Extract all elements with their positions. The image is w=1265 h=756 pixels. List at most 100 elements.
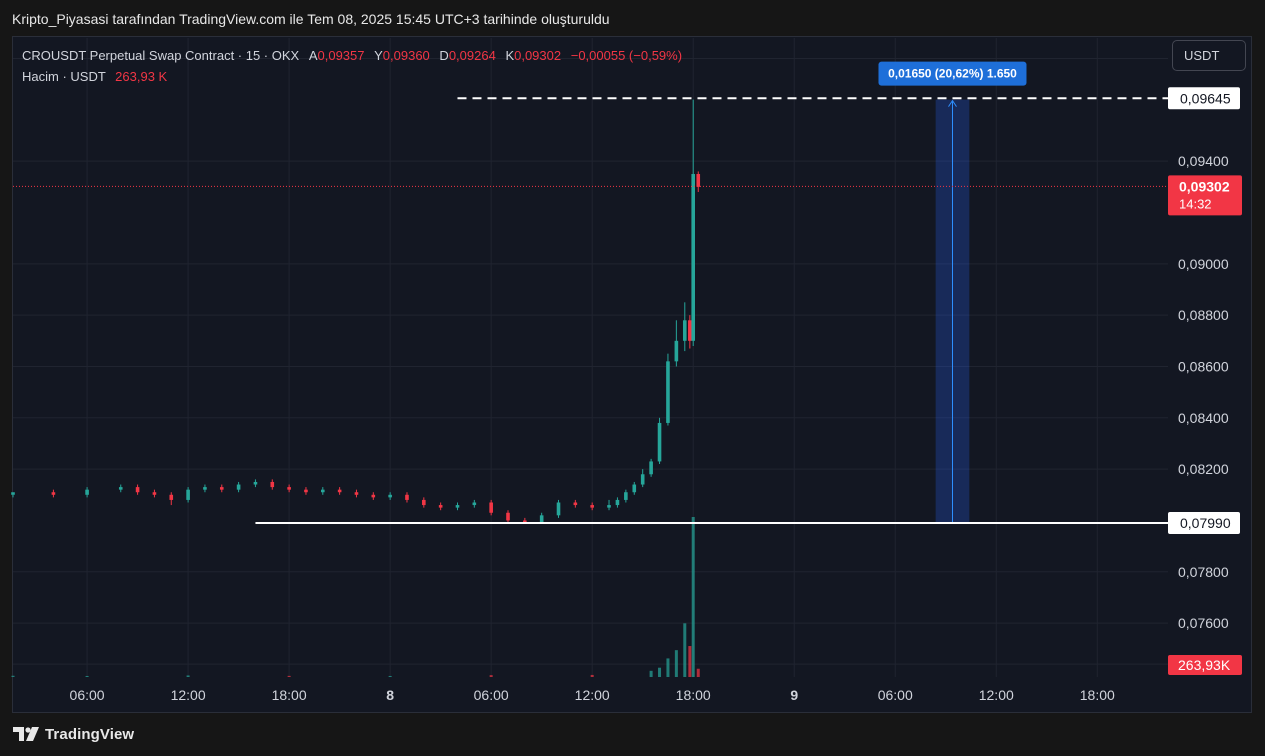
candle-body [51, 492, 56, 495]
measure-label-bg [878, 61, 1027, 86]
time-tick-label: 12:00 [171, 687, 206, 703]
brand-name: TradingView [45, 725, 135, 743]
measure-label: 0,01650 (20,62%) 1.650 [888, 67, 1017, 81]
price-tick-label: 0,08400 [1178, 410, 1229, 426]
candle-body [270, 481, 275, 488]
tradingview-icon [13, 727, 39, 741]
candle-body [573, 502, 578, 506]
time-tick-label: 06:00 [70, 687, 105, 703]
candle-body [169, 494, 174, 500]
chart-frame [12, 36, 1252, 713]
candle-body [632, 484, 637, 493]
candle-body [135, 487, 140, 493]
price-tick-label: 0,08600 [1178, 358, 1229, 374]
volume-badge [1168, 655, 1242, 675]
candle-body [523, 520, 527, 524]
candle-body [118, 487, 123, 490]
candle-body [640, 474, 645, 485]
volume-bar [666, 658, 670, 677]
candle-body [691, 174, 696, 341]
candle-body [615, 499, 620, 506]
candle-body [11, 492, 15, 495]
candle-body [186, 489, 190, 500]
low-label: D [439, 48, 449, 63]
volume-bar [489, 675, 493, 677]
candle-body [304, 489, 308, 493]
volume-label[interactable]: Hacim · USDT [22, 69, 106, 84]
time-tick-label: 06:00 [474, 687, 509, 703]
time-tick-label: 8 [386, 687, 394, 703]
candle-body [438, 505, 443, 508]
candle-body [337, 489, 342, 493]
candle-body [219, 487, 224, 490]
legend-row-price: CROUSDT Perpetual Swap Contract · 15 · O… [22, 45, 682, 66]
close-value: 0,09302 [514, 48, 562, 63]
chart-caption: Kripto_Piyasasi tarafından TradingView.c… [12, 11, 610, 27]
last-price-countdown: 14:32 [1179, 196, 1212, 211]
candle-body [422, 499, 426, 506]
time-tick-label: 06:00 [878, 687, 913, 703]
level-price-label: 0,09645 [1180, 90, 1231, 106]
candle-body [688, 320, 692, 341]
candle-body [696, 174, 701, 187]
candle-body [405, 494, 409, 500]
volume-bar [683, 623, 687, 677]
volume-bar [696, 668, 700, 677]
candle-body [539, 515, 544, 524]
symbol-label[interactable]: CROUSDT Perpetual Swap Contract · 15 · O… [22, 48, 300, 63]
legend-row-volume: Hacim · USDT 263,93 K [22, 66, 682, 87]
candle-body [472, 502, 477, 506]
volume-bar [658, 667, 662, 677]
candle-body [320, 489, 325, 493]
level-price-badge [1168, 87, 1240, 110]
candle-body [674, 340, 679, 362]
price-tick-label: 0,07800 [1178, 564, 1229, 580]
time-tick-label: 18:00 [676, 687, 711, 703]
candle-body [253, 481, 258, 485]
candle-body [649, 461, 653, 475]
level-price-label: 0,07990 [1180, 515, 1231, 531]
time-tick-label: 12:00 [575, 687, 610, 703]
candle-body [152, 492, 157, 495]
volume-bar [688, 646, 692, 677]
candle-body [489, 502, 493, 513]
candle-body [287, 487, 291, 490]
time-tick-label: 12:00 [979, 687, 1014, 703]
volume-bar [674, 650, 678, 677]
measure-arrow-head-icon [948, 99, 957, 107]
candle-body [388, 494, 392, 498]
price-tick-label: 0,07600 [1178, 615, 1229, 631]
tradingview-logo: TradingView [13, 725, 134, 743]
currency-unit-button[interactable]: USDT [1172, 40, 1246, 71]
volume-bar [691, 517, 695, 677]
volume-bar [287, 675, 291, 677]
candle-body [682, 320, 687, 341]
time-tick-label: 18:00 [1080, 687, 1115, 703]
candle-body [85, 489, 89, 495]
candle-body [236, 484, 241, 490]
volume-bar [388, 675, 392, 677]
candle-body [354, 492, 359, 495]
volume-badge-label: 263,93K [1178, 657, 1231, 673]
chart-legend: CROUSDT Perpetual Swap Contract · 15 · O… [22, 45, 682, 87]
open-label: A [308, 48, 318, 63]
level-price-badge [1168, 512, 1240, 535]
candle-body [657, 422, 662, 462]
time-tick-label: 9 [790, 687, 798, 703]
volume-bar [186, 675, 190, 677]
volume-value: 263,93 K [115, 69, 168, 84]
candle-body [624, 492, 628, 500]
change-value: −0,00055 (−0,59%) [570, 48, 683, 63]
candle-body [556, 502, 561, 516]
currency-unit-label: USDT [1184, 48, 1220, 63]
candle-body [666, 361, 670, 423]
volume-bar [590, 674, 594, 677]
time-tick-label: 18:00 [272, 687, 307, 703]
price-tick-label: 0,09400 [1178, 153, 1229, 169]
price-tick-label: 0,09000 [1178, 256, 1229, 272]
price-tick-label: 0,08800 [1178, 307, 1229, 323]
volume-bar [85, 675, 89, 677]
close-label: K [505, 48, 515, 63]
candle-body [607, 505, 611, 508]
